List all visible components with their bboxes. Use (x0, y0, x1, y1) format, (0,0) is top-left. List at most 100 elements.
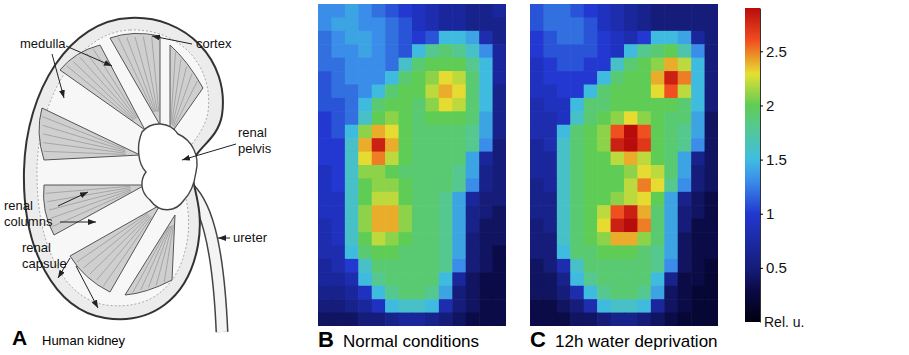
heatmap-cell (331, 85, 345, 99)
heatmap-cell (637, 313, 651, 326)
heatmap-cell (557, 85, 571, 99)
heatmap-cell (372, 232, 386, 246)
heatmap-cell (358, 192, 372, 206)
heatmap-cell (584, 98, 598, 112)
heatmap-cell (705, 31, 718, 45)
heatmap-cell (358, 111, 372, 125)
heatmap-cell (425, 259, 439, 273)
heatmap-cell (331, 219, 345, 233)
heatmap-cell (331, 111, 345, 125)
heatmap-cell (570, 272, 584, 286)
heatmap-cell (385, 44, 399, 58)
heatmap-cell (705, 85, 718, 99)
heatmap-cell (557, 111, 571, 125)
heatmap-cell (597, 219, 611, 233)
heatmap-cell (570, 98, 584, 112)
heatmap-cell (358, 205, 372, 219)
heatmap-cell (611, 98, 625, 112)
heatmap-cell (530, 71, 544, 85)
heatmap-cell (664, 71, 678, 85)
pyramid-striation (172, 59, 181, 123)
heatmap-cell (678, 232, 692, 246)
heatmap-cell (479, 232, 493, 246)
heatmap-cell (678, 219, 692, 233)
heatmap-cell (651, 44, 665, 58)
heatmap-cell (345, 178, 359, 192)
pyramid-striation (164, 225, 173, 282)
colorbar-tick-label: 2 (766, 97, 774, 114)
heatmap-cell (543, 299, 557, 313)
heatmap-cell (678, 85, 692, 99)
heatmap-cell (705, 138, 718, 152)
heatmap-cell (637, 152, 651, 166)
heatmap-cell (331, 31, 345, 45)
heatmap-cell (372, 98, 386, 112)
heatmap-cell (372, 152, 386, 166)
heatmap-cell (318, 17, 332, 31)
heatmap-cell (399, 98, 413, 112)
heatmap-cell (543, 178, 557, 192)
heatmap-cell (530, 4, 544, 18)
heatmap-cell (691, 192, 705, 206)
heatmap-cell (611, 246, 625, 260)
heatmap-cell (479, 71, 493, 85)
heatmap-cell (466, 71, 480, 85)
heatmap-cell (530, 232, 544, 246)
heatmap-cell (345, 313, 359, 326)
heatmap-cell (412, 138, 426, 152)
heatmap-cell (345, 44, 359, 58)
heatmap-cell (624, 313, 638, 326)
heatmap-cell (624, 178, 638, 192)
heatmap-cell (399, 219, 413, 233)
heatmap-cell (570, 152, 584, 166)
heatmap-cell (452, 313, 466, 326)
heatmap-cell (543, 98, 557, 112)
colorbar-tick: 1 (760, 205, 774, 222)
heatmap-cell (452, 259, 466, 273)
heatmap-cell (651, 58, 665, 72)
heatmap-cell (691, 152, 705, 166)
heatmap-cell (557, 286, 571, 300)
heatmap-cell (412, 44, 426, 58)
heatmap-cell (399, 205, 413, 219)
heatmap-cell (452, 286, 466, 300)
heatmap-cell (452, 219, 466, 233)
heatmap-cell (651, 272, 665, 286)
heatmap-cell (637, 31, 651, 45)
heatmap-cell (651, 192, 665, 206)
heatmap-cell (345, 85, 359, 99)
heatmap-cell (664, 31, 678, 45)
heatmap-cell (331, 98, 345, 112)
heatmap-cell (530, 192, 544, 206)
heatmap-cell (412, 286, 426, 300)
heatmap-cell (358, 259, 372, 273)
heatmap-cell (372, 205, 386, 219)
heatmap-cell (557, 259, 571, 273)
heatmap-cell (439, 31, 453, 45)
heatmap-cell (597, 178, 611, 192)
heatmap-cell (345, 98, 359, 112)
heatmap-cell (651, 71, 665, 85)
heatmap-cell (584, 125, 598, 139)
heatmap-cell (439, 44, 453, 58)
heatmap-cell (637, 98, 651, 112)
heatmap-cell (557, 232, 571, 246)
heatmap-cell (439, 85, 453, 99)
heatmap-cell (479, 85, 493, 99)
heatmap-cell (611, 178, 625, 192)
heatmap-cell (597, 192, 611, 206)
heatmap-cell (425, 232, 439, 246)
heatmap-cell (651, 85, 665, 99)
heatmap-cell (584, 58, 598, 72)
heatmap-cell (678, 98, 692, 112)
heatmap-cell (637, 58, 651, 72)
heatmap-cell (372, 286, 386, 300)
heatmap-cell (651, 259, 665, 273)
heatmap-cell (570, 286, 584, 300)
heatmap-cell (385, 71, 399, 85)
heatmap-cell (651, 219, 665, 233)
heatmap-cell (372, 85, 386, 99)
heatmap-cell (358, 246, 372, 260)
heatmap-cell (331, 58, 345, 72)
heatmap-cell (557, 44, 571, 58)
